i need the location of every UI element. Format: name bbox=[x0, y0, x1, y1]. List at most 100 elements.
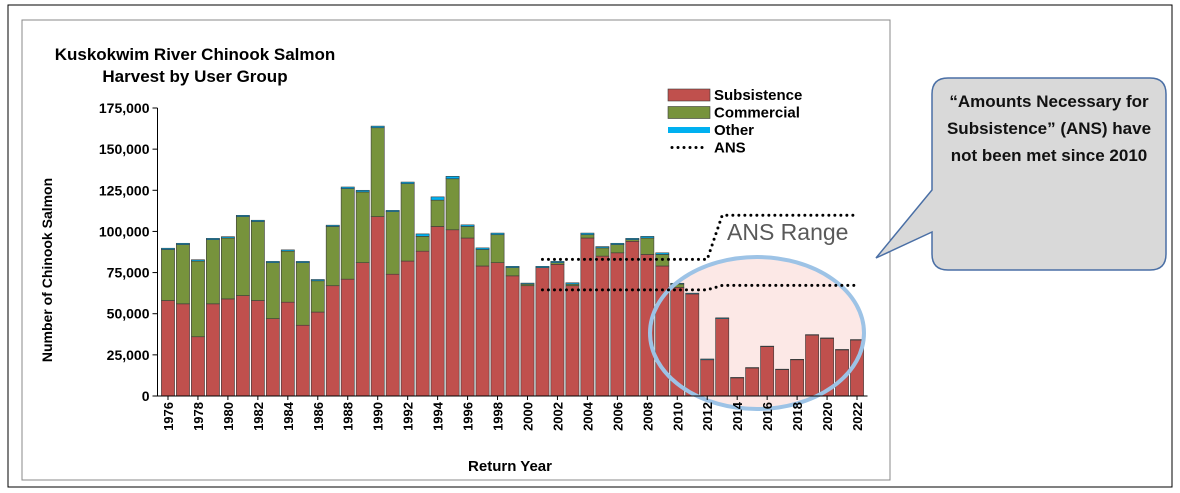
legend-swatch bbox=[668, 127, 710, 133]
bar-segment bbox=[445, 178, 460, 231]
bar-segment bbox=[715, 317, 730, 319]
x-tick-label: 1982 bbox=[251, 402, 266, 431]
bar-segment bbox=[295, 262, 310, 326]
bar-segment bbox=[340, 278, 355, 397]
bar-segment bbox=[280, 249, 295, 252]
legend-swatch bbox=[667, 88, 711, 102]
bar-segment bbox=[550, 261, 565, 263]
bar-segment bbox=[400, 260, 415, 397]
bar-segment bbox=[490, 262, 505, 397]
bar-segment bbox=[760, 346, 775, 397]
bar-segment bbox=[355, 262, 370, 397]
bar-segment bbox=[535, 266, 550, 268]
bar-segment bbox=[400, 183, 415, 262]
bar-segment bbox=[745, 367, 760, 397]
x-tick-label: 1994 bbox=[431, 401, 446, 431]
y-tick-label: 0 bbox=[142, 388, 150, 404]
bar-segment bbox=[191, 260, 205, 338]
bar-segment bbox=[295, 261, 310, 263]
x-tick-label: 1990 bbox=[371, 402, 386, 431]
highlight-ellipse bbox=[648, 255, 866, 411]
x-tick-label: 2004 bbox=[580, 401, 595, 431]
bar-segment bbox=[445, 229, 460, 397]
bar-segment bbox=[176, 242, 190, 245]
bar-segment bbox=[415, 250, 430, 397]
chart-title: Harvest by User Group bbox=[102, 67, 287, 86]
bar-segment bbox=[176, 244, 190, 305]
bar-segment bbox=[505, 267, 520, 277]
x-tick-label: 1980 bbox=[221, 402, 236, 431]
bar-segment bbox=[460, 226, 475, 239]
x-tick-label: 2008 bbox=[640, 402, 655, 431]
bar-segment bbox=[475, 247, 490, 250]
bar-segment bbox=[221, 298, 235, 397]
bar-segment bbox=[460, 224, 475, 227]
bar-segment bbox=[340, 186, 355, 189]
x-tick-label: 2006 bbox=[610, 402, 625, 431]
y-tick-label: 100,000 bbox=[99, 223, 150, 239]
y-axis-title: Number of Chinook Salmon bbox=[39, 178, 55, 362]
bar-segment bbox=[595, 246, 610, 249]
bar-segment bbox=[775, 369, 790, 397]
x-tick-label: 1988 bbox=[341, 402, 356, 431]
legend-label: ANS bbox=[714, 140, 746, 157]
bar-segment bbox=[235, 295, 250, 397]
legend-label: Other bbox=[714, 122, 754, 139]
x-tick-label: 2020 bbox=[820, 402, 835, 431]
bar-segment bbox=[206, 239, 220, 305]
ans-line bbox=[540, 213, 859, 261]
bar-segment bbox=[640, 236, 655, 239]
bar-segment bbox=[415, 233, 430, 237]
bar-segment bbox=[161, 300, 175, 397]
bar-segment bbox=[475, 265, 490, 397]
bar-segment bbox=[805, 334, 819, 397]
bar-segment bbox=[265, 262, 280, 319]
x-tick-label: 1986 bbox=[311, 402, 326, 431]
bar-segment bbox=[370, 125, 385, 129]
bar-segment bbox=[385, 210, 400, 212]
x-tick-label: 1984 bbox=[281, 401, 296, 431]
bar-segment bbox=[191, 336, 205, 397]
bar-segment bbox=[520, 285, 535, 397]
y-tick-label: 50,000 bbox=[107, 306, 150, 322]
bar-segment bbox=[610, 252, 625, 397]
bar-segment bbox=[505, 275, 520, 397]
bar-segment bbox=[250, 300, 265, 397]
bar-segment bbox=[161, 249, 175, 301]
bar-segment bbox=[625, 238, 640, 240]
bar-segment bbox=[206, 238, 220, 240]
bar-segment bbox=[460, 237, 475, 397]
x-tick-label: 2018 bbox=[790, 402, 805, 431]
bar-segment bbox=[520, 282, 535, 285]
legend-swatch bbox=[667, 106, 711, 119]
bar-segment bbox=[355, 189, 370, 193]
bar-segment bbox=[430, 226, 445, 397]
bar-segment bbox=[295, 324, 310, 397]
bar-segment bbox=[250, 219, 265, 222]
bar-segment bbox=[565, 285, 580, 397]
bar-segment bbox=[355, 191, 370, 263]
bar-segment bbox=[265, 261, 280, 263]
bar-segment bbox=[445, 175, 460, 180]
bar-segment bbox=[625, 241, 640, 397]
bar-segment bbox=[580, 237, 595, 397]
x-tick-label: 2012 bbox=[700, 402, 715, 431]
x-tick-label: 2014 bbox=[730, 401, 745, 431]
callout-bubble bbox=[875, 77, 1167, 271]
bar-segment bbox=[490, 234, 505, 263]
y-tick-label: 75,000 bbox=[107, 265, 150, 281]
bar-segment bbox=[655, 252, 670, 255]
x-tick-label: 1996 bbox=[461, 402, 476, 431]
bar-segment bbox=[700, 358, 715, 361]
x-tick-label: 1992 bbox=[401, 402, 416, 431]
x-axis-title: Return Year bbox=[468, 458, 552, 475]
y-tick-label: 25,000 bbox=[107, 347, 150, 363]
bar-segment bbox=[580, 234, 595, 239]
bar-segment bbox=[191, 259, 205, 262]
bar-segment bbox=[685, 292, 700, 295]
bar-segment bbox=[325, 285, 340, 397]
bar-segment bbox=[580, 232, 595, 236]
y-tick-label: 175,000 bbox=[99, 100, 150, 116]
